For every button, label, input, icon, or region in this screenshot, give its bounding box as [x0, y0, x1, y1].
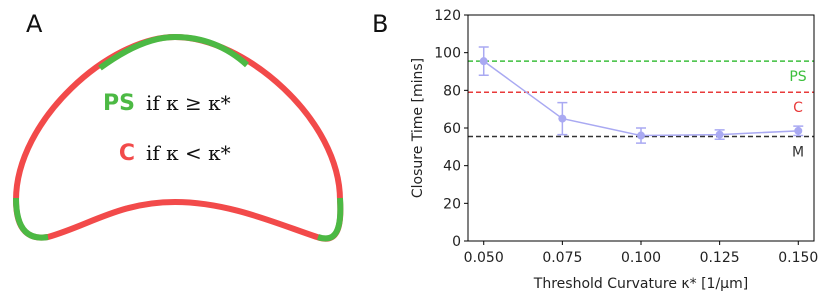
y-tick-label: 100 [434, 46, 461, 62]
y-tick-label: 120 [434, 8, 461, 24]
reference-label: PS [789, 69, 806, 85]
rule-text: if κ ≥ κ* [146, 91, 231, 115]
rule-name: C [119, 141, 135, 166]
x-tick-label: 0.100 [621, 250, 661, 266]
outer-edge [13, 33, 343, 201]
reference-label: C [793, 100, 803, 116]
ps-segment [98, 33, 250, 71]
y-tick-label: 20 [443, 196, 461, 212]
y-tick-label: 60 [443, 121, 461, 137]
rule-text: if κ < κ* [146, 141, 231, 165]
y-tick-label: 80 [443, 83, 461, 99]
inner-edge [13, 198, 344, 242]
rule-name: PS [103, 91, 135, 116]
series-line [483, 60, 799, 137]
cell-shape [13, 33, 344, 242]
data-point [794, 126, 803, 135]
x-tick-label: 0.150 [778, 250, 818, 266]
x-tick-label: 0.050 [464, 250, 504, 266]
y-axis-label: Closure Time [mins] [410, 58, 426, 198]
ps-segment [13, 197, 49, 241]
ps-segment [317, 197, 344, 242]
y-tick-label: 0 [452, 234, 461, 250]
y-tick-label: 40 [443, 159, 461, 175]
data-point [637, 131, 645, 140]
data-point [558, 114, 567, 123]
x-axis-label: Threshold Curvature κ* [1/μm] [533, 276, 748, 292]
x-tick-label: 0.075 [542, 250, 582, 266]
panel-label: B [372, 10, 388, 38]
data-point [715, 130, 724, 139]
panel-label: A [26, 10, 43, 38]
x-tick-label: 0.125 [700, 250, 740, 266]
reference-label: M [792, 144, 804, 160]
data-point [479, 57, 488, 66]
